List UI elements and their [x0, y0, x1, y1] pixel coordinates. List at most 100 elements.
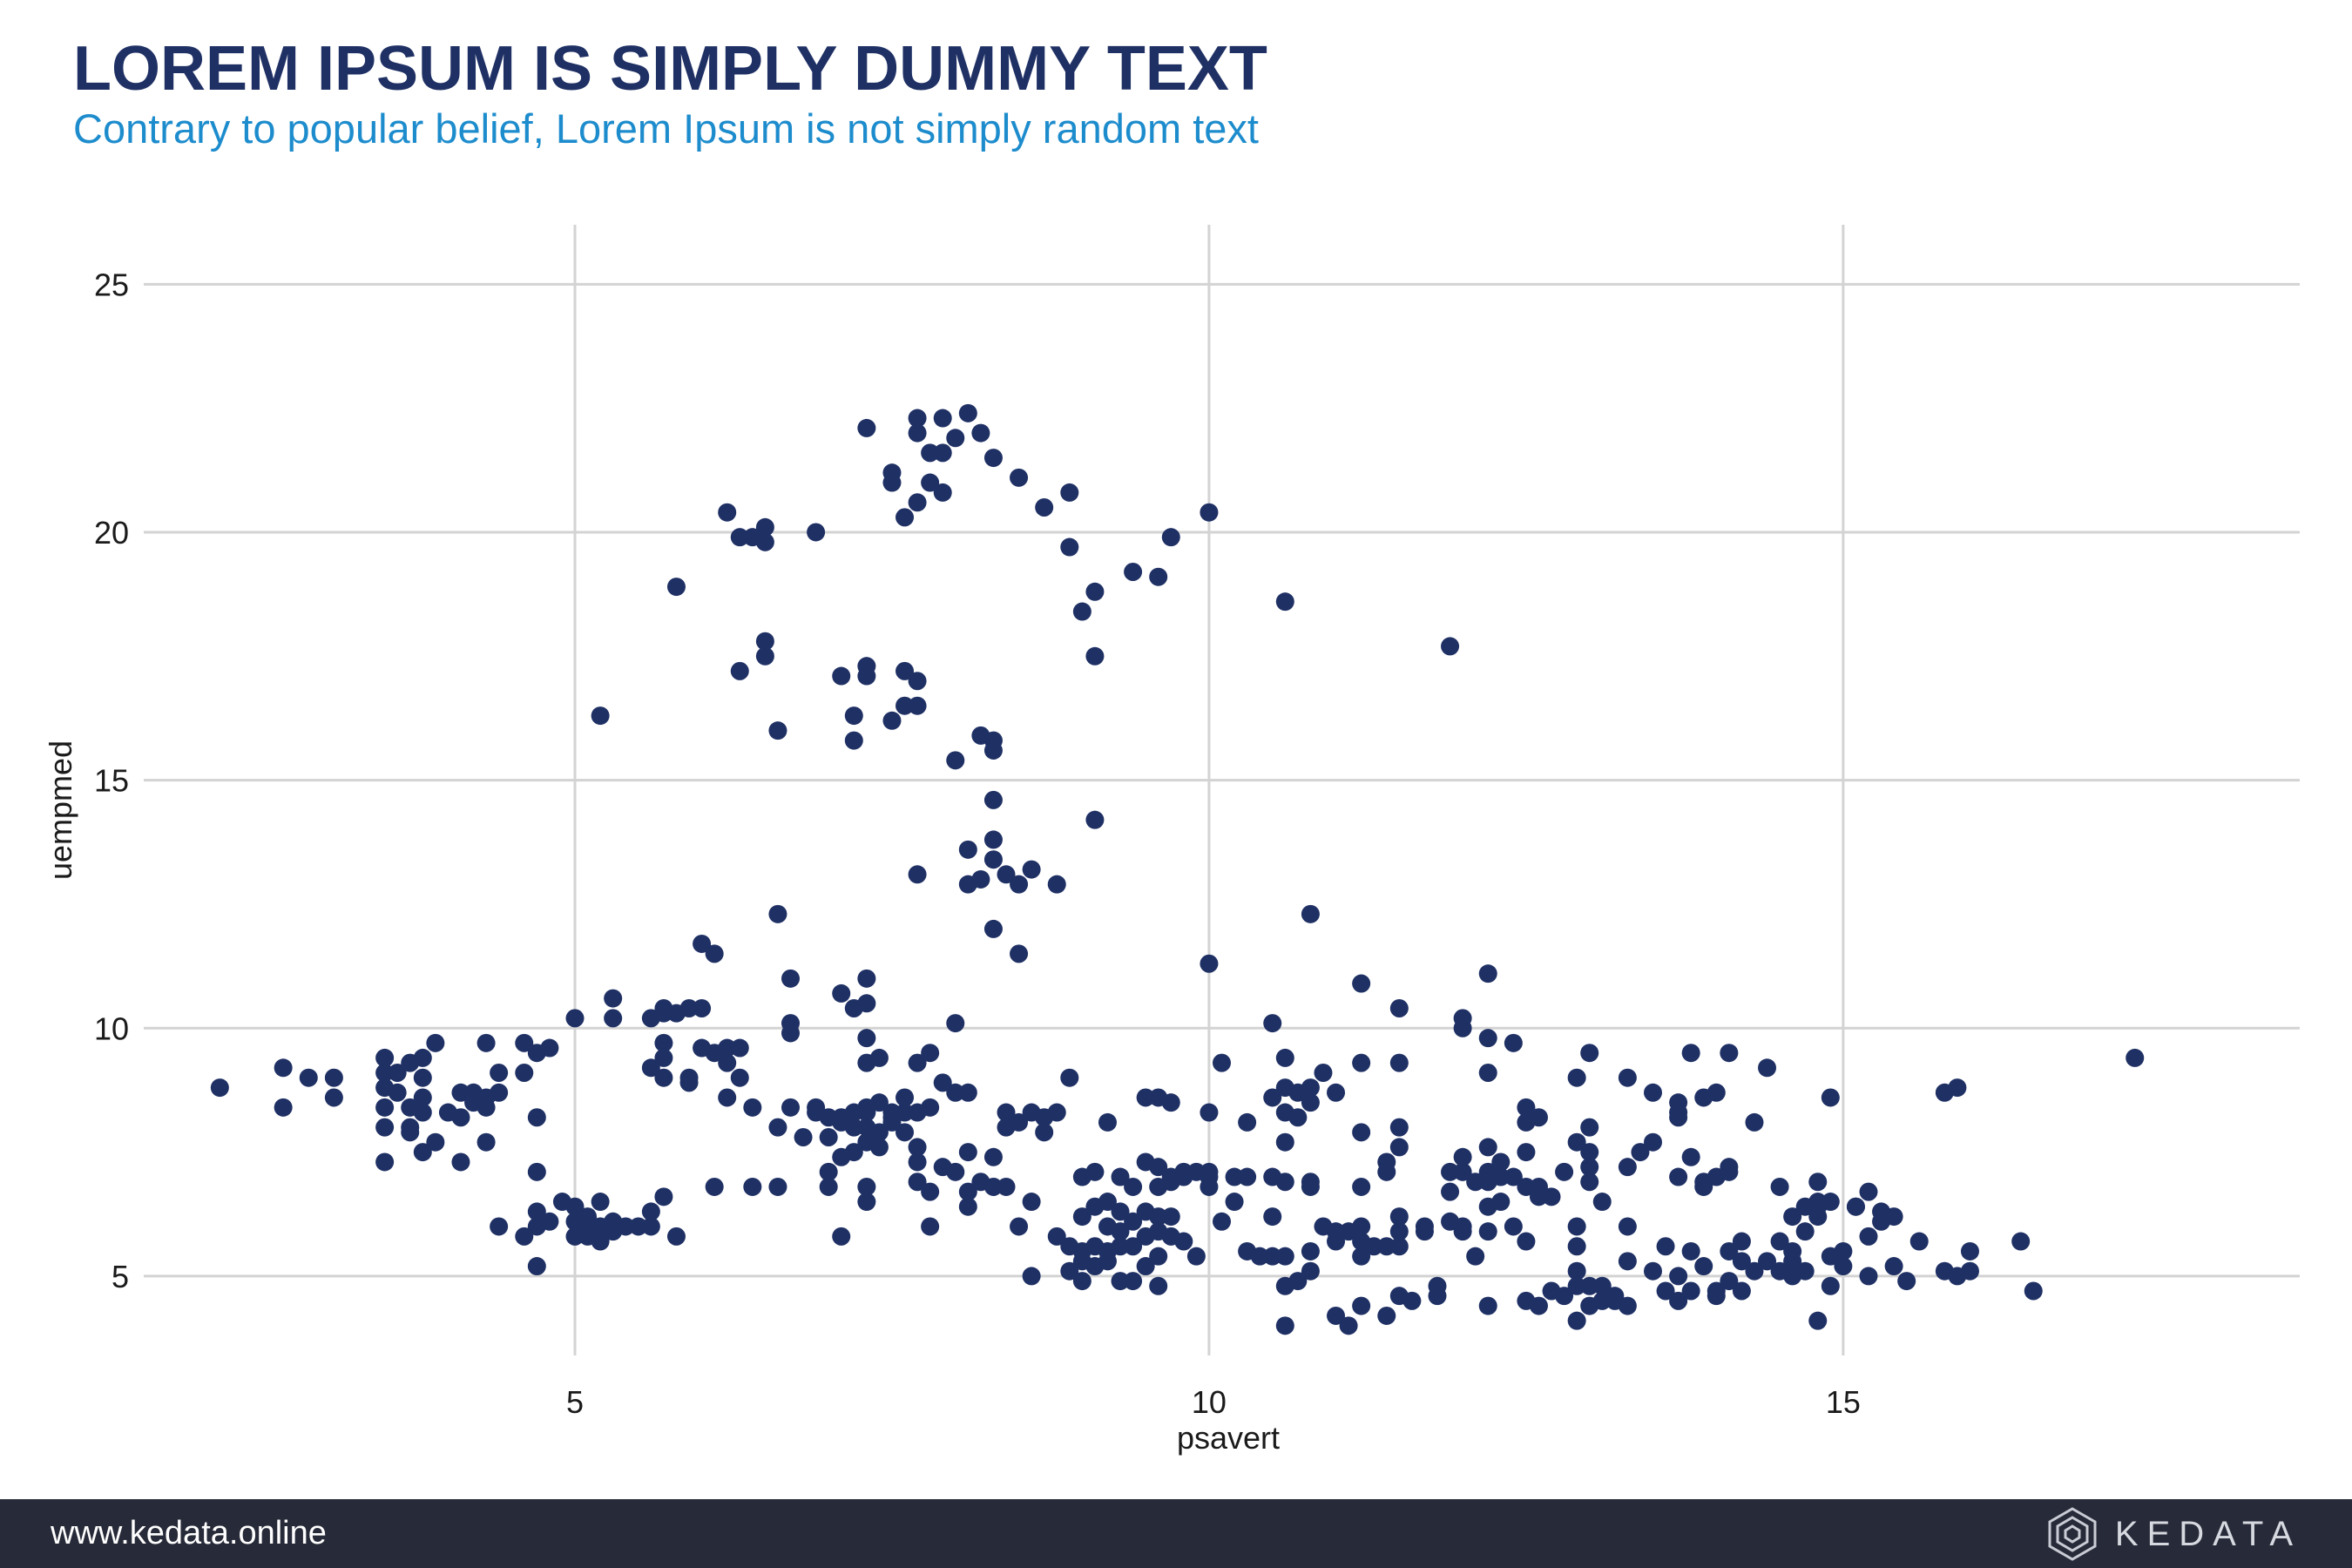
data-point — [413, 1048, 432, 1067]
data-point — [1580, 1158, 1599, 1177]
data-point — [1441, 637, 1460, 656]
data-point — [730, 1068, 749, 1087]
data-point — [921, 1098, 940, 1117]
data-point — [705, 944, 724, 963]
data-point — [857, 1177, 876, 1196]
data-point — [2011, 1232, 2031, 1251]
data-point — [1694, 1177, 1713, 1196]
data-point — [896, 661, 915, 680]
data-point — [1529, 1296, 1548, 1315]
data-point — [832, 1227, 851, 1246]
data-point — [1288, 1272, 1308, 1291]
data-point — [1301, 1261, 1320, 1281]
data-point — [755, 532, 774, 551]
data-point — [958, 1197, 977, 1216]
data-point — [1035, 498, 1054, 517]
data-point — [983, 1147, 1003, 1166]
data-point — [908, 1053, 927, 1072]
data-point — [2126, 1048, 2145, 1067]
chart-title: LOREM IPSUM IS SIMPLY DUMMY TEXT — [73, 34, 1267, 104]
data-point — [1783, 1252, 1802, 1271]
data-point — [1389, 998, 1409, 1017]
data-point — [1415, 1217, 1434, 1236]
data-point — [1707, 1083, 1726, 1102]
data-point — [604, 1009, 623, 1028]
data-point — [1149, 1276, 1168, 1295]
footer-url-link[interactable]: www.kedata.online — [51, 1515, 327, 1551]
data-point — [1745, 1112, 1764, 1132]
data-point — [1821, 1193, 1840, 1212]
data-point — [1491, 1193, 1511, 1212]
data-point — [908, 409, 927, 428]
data-point — [1200, 954, 1219, 973]
data-point — [1859, 1227, 1878, 1246]
data-point — [869, 1048, 889, 1067]
brand-name: KEDATA — [2114, 1514, 2301, 1553]
data-point — [1124, 1212, 1143, 1231]
data-point — [578, 1207, 598, 1227]
data-point — [1745, 1261, 1764, 1281]
data-point — [629, 1217, 648, 1236]
data-point — [1720, 1162, 1739, 1181]
data-point — [1301, 1241, 1320, 1260]
data-point — [718, 503, 737, 522]
data-point — [1681, 1044, 1700, 1063]
data-point — [1618, 1068, 1637, 1087]
data-point — [1669, 1167, 1688, 1186]
data-point — [1352, 1247, 1371, 1266]
data-point — [1504, 1217, 1523, 1236]
data-point — [666, 1227, 686, 1246]
data-point — [983, 830, 1003, 849]
data-point — [1060, 483, 1079, 502]
data-point — [921, 473, 940, 492]
data-point — [1567, 1311, 1586, 1330]
data-point — [1517, 1177, 1536, 1196]
data-point — [1808, 1173, 1828, 1192]
data-point — [1314, 1064, 1333, 1082]
data-point — [1352, 1177, 1371, 1196]
data-point — [1644, 1261, 1662, 1281]
data-point — [1631, 1143, 1650, 1162]
data-point — [997, 865, 1016, 884]
data-point — [857, 418, 876, 437]
data-point — [1200, 503, 1219, 522]
data-point — [1327, 1083, 1346, 1102]
data-point — [844, 1118, 863, 1137]
data-point — [1213, 1212, 1231, 1231]
data-point — [1200, 1103, 1219, 1122]
data-point — [375, 1048, 395, 1067]
data-point — [1909, 1232, 1929, 1251]
data-point — [1389, 1237, 1409, 1256]
data-point — [1389, 1118, 1409, 1137]
data-point — [1478, 1064, 1497, 1082]
scatter-chart: 5 10 15 5 10 15 20 25 psavert uempmed — [43, 225, 2300, 1456]
data-point — [1174, 1232, 1193, 1251]
data-point — [641, 1058, 660, 1078]
data-point — [1124, 1177, 1143, 1196]
data-point — [1453, 1162, 1472, 1181]
data-point — [1200, 1177, 1219, 1196]
data-point — [1618, 1296, 1637, 1315]
data-point — [1669, 1291, 1688, 1310]
data-point — [718, 1053, 737, 1072]
data-point — [1555, 1287, 1574, 1306]
data-point — [1389, 1138, 1409, 1157]
data-point — [1047, 1103, 1066, 1122]
data-point — [1491, 1152, 1511, 1172]
data-point — [1466, 1247, 1485, 1266]
data-point — [1111, 1167, 1130, 1186]
data-point — [604, 989, 623, 1008]
data-point — [375, 1152, 395, 1172]
data-point — [1529, 1187, 1548, 1206]
footer-bar: www.kedata.online KEDATA — [0, 1499, 2352, 1568]
data-point — [1960, 1261, 1979, 1281]
data-point — [1124, 1272, 1143, 1291]
data-point — [896, 1103, 915, 1122]
data-point — [1047, 1227, 1066, 1246]
data-point — [641, 1202, 660, 1221]
data-point — [1681, 1147, 1700, 1166]
y-tick-label: 20 — [94, 515, 129, 551]
data-point — [1263, 1207, 1282, 1227]
data-point — [1821, 1276, 1840, 1295]
data-point — [324, 1068, 343, 1087]
